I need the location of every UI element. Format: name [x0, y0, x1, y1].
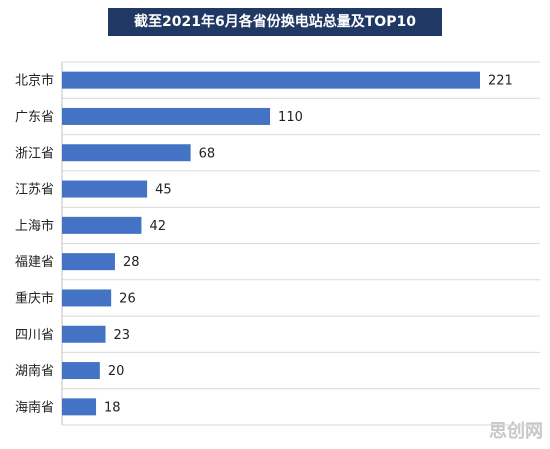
value-label: 26 — [119, 291, 136, 306]
bar — [62, 325, 106, 343]
value-label: 221 — [488, 74, 513, 89]
bar — [62, 180, 148, 198]
value-label: 45 — [155, 183, 172, 198]
y-tick-label: 湖南省 — [15, 363, 54, 379]
value-label: 28 — [123, 255, 140, 270]
y-tick-label: 江苏省 — [15, 182, 54, 198]
y-tick-label: 广东省 — [15, 110, 54, 125]
bar — [62, 216, 142, 234]
watermark: 思创网 — [489, 420, 543, 442]
bar — [62, 144, 191, 162]
bar — [62, 253, 115, 271]
y-tick-label: 浙江省 — [15, 146, 54, 161]
y-tick-label: 北京市 — [15, 73, 54, 89]
title-box — [108, 8, 442, 36]
y-tick-label: 上海市 — [15, 218, 54, 234]
value-label: 42 — [149, 219, 166, 234]
bar — [62, 289, 112, 307]
y-tick-label: 福建省 — [15, 255, 54, 270]
bar — [62, 71, 480, 89]
chart-title: 截至2021年6月各省份换电站总量及TOP10 — [134, 13, 416, 30]
value-label: 23 — [114, 328, 131, 343]
bar — [62, 107, 271, 125]
y-tick-label: 四川省 — [15, 328, 54, 343]
y-tick-label: 海南省 — [15, 399, 54, 415]
value-label: 110 — [278, 110, 303, 125]
value-label: 20 — [108, 364, 125, 379]
value-label: 18 — [104, 400, 121, 415]
bar — [62, 398, 97, 416]
bar — [62, 362, 100, 380]
y-tick-label: 重庆市 — [15, 290, 54, 306]
value-label: 68 — [199, 146, 216, 161]
